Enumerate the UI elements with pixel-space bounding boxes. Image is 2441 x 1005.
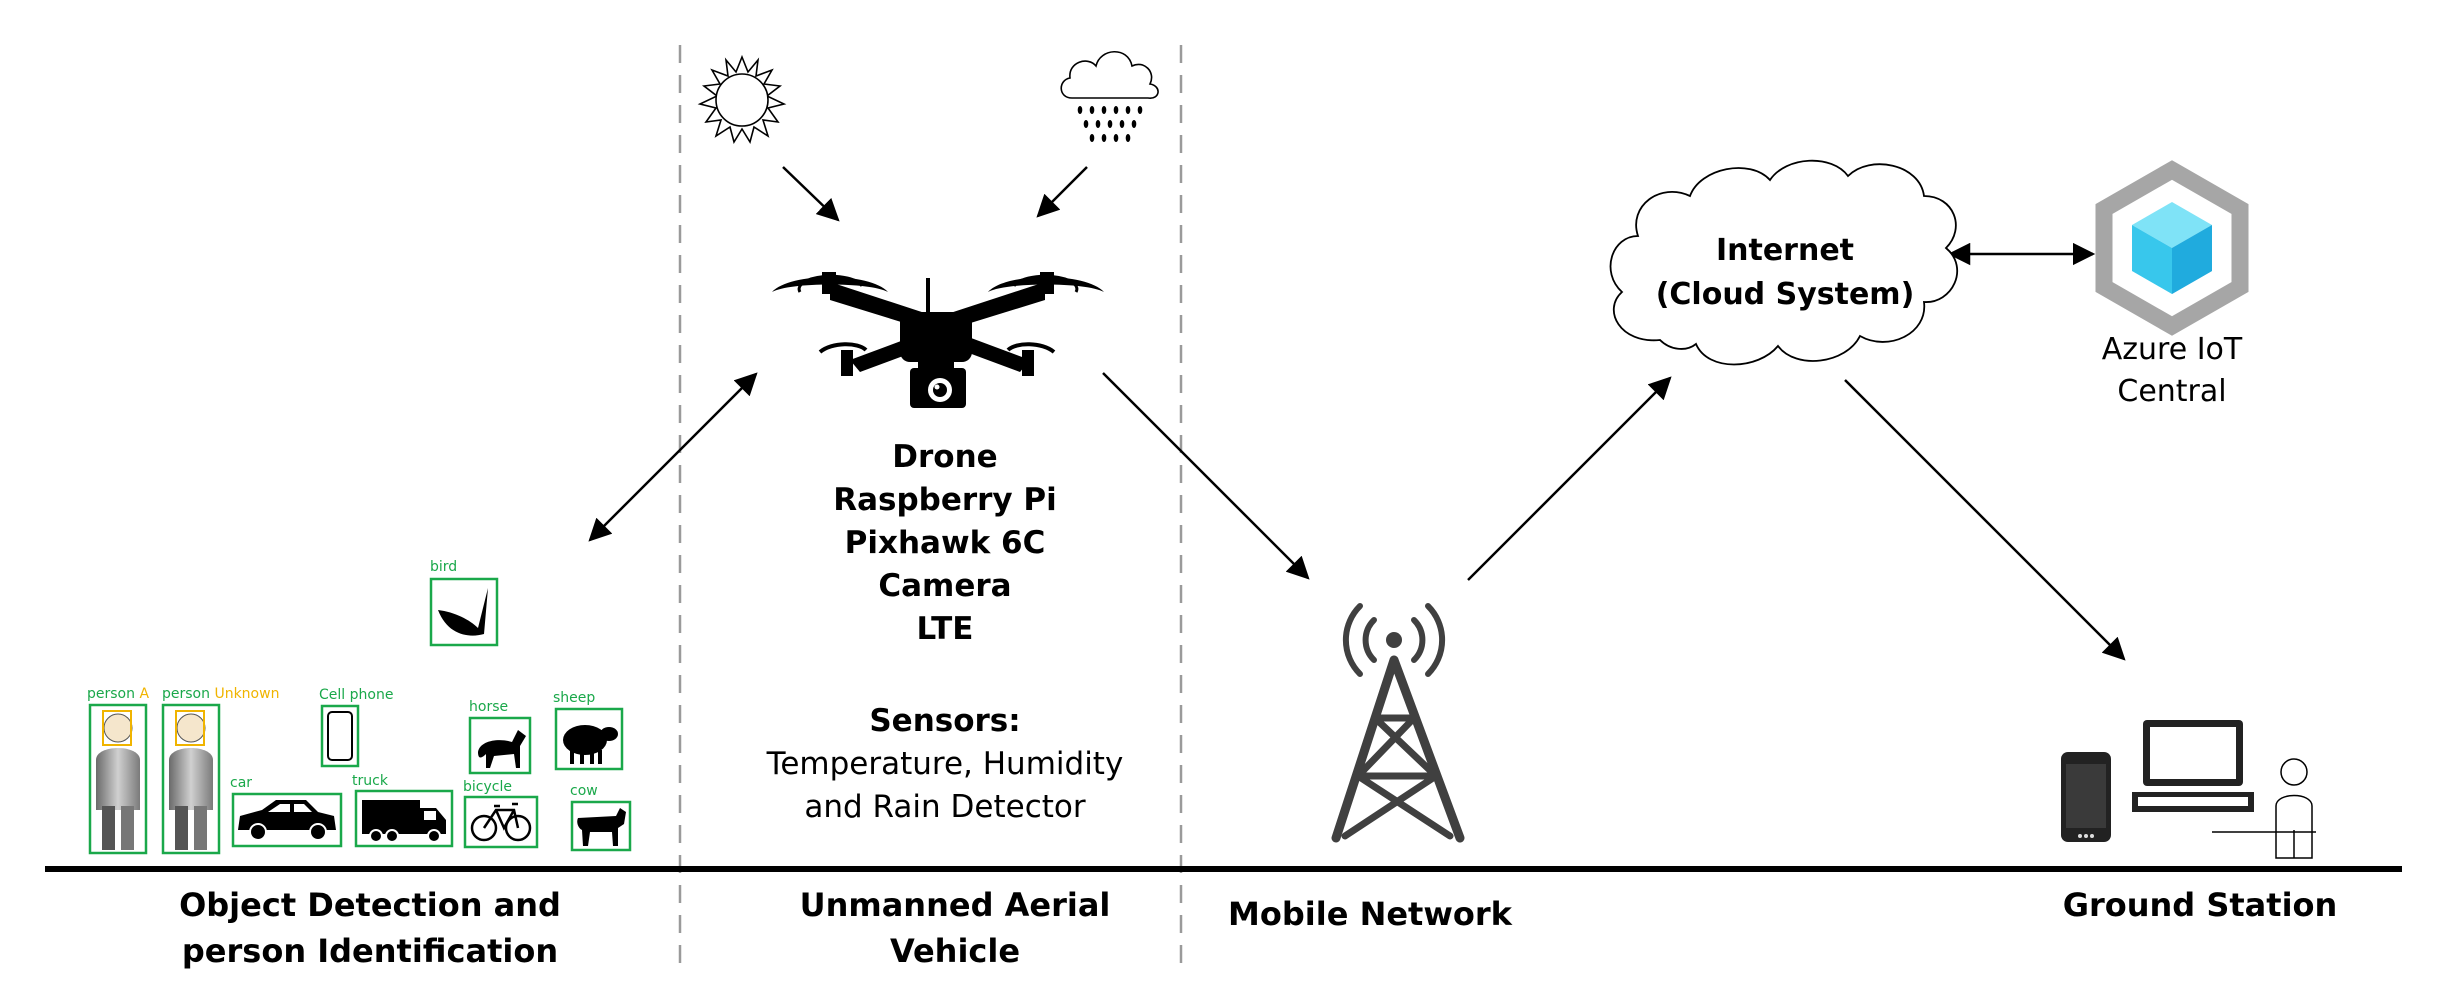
cloud-to-ground-arrow <box>1844 379 2126 661</box>
azure-label-line-1: Azure IoT <box>2101 332 2243 367</box>
sheep-icon <box>563 725 618 764</box>
section-object-detection: Object Detection and person Identificati… <box>160 882 580 974</box>
person-a-face-box <box>102 710 132 746</box>
car-box <box>231 792 343 848</box>
car-label: car <box>230 775 252 791</box>
cloud-label: Internet (Cloud System) <box>1640 229 1930 317</box>
sheep-label: sheep <box>553 690 595 706</box>
person-unknown-icon <box>169 713 213 850</box>
drone-spec-list: Drone Raspberry Pi Pixhawk 6C Camera LTE <box>730 436 1160 651</box>
bird-icon <box>438 588 488 636</box>
truck-icon <box>362 800 446 843</box>
cloud-label-line-2: (Cloud System) <box>1655 277 1915 312</box>
cow-icon <box>577 808 626 846</box>
azure-label-line-2: Central <box>2117 374 2227 409</box>
sun-icon <box>697 54 787 145</box>
azure-label: Azure IoT Central <box>2062 329 2282 413</box>
truck-box <box>354 789 454 848</box>
bicycle-box <box>463 795 539 849</box>
sun-to-drone-arrow <box>782 166 840 222</box>
person-unknown-face-box <box>175 710 205 746</box>
drone-spec-pixhawk: Pixhawk 6C <box>844 525 1046 561</box>
bicycle-icon <box>470 802 532 842</box>
section-uav-line-1: Unmanned Aerial <box>799 886 1111 924</box>
bird-box <box>429 577 499 647</box>
person-a-label: person A <box>87 686 149 702</box>
bird-label: bird <box>430 559 457 575</box>
section-object-detection-line-2: person Identification <box>181 932 559 970</box>
drone-detection-arrow <box>588 372 758 542</box>
sensors-line-2: and Rain Detector <box>804 789 1086 825</box>
ground-station-devices <box>2061 720 2316 859</box>
internet-cloud-shape <box>1609 159 1959 366</box>
person-unknown-label: person Unknown <box>162 686 279 702</box>
truck-label: truck <box>352 773 389 789</box>
drone-to-tower-arrow <box>1102 372 1310 580</box>
azure-iot-central-icon <box>2095 160 2249 336</box>
cell-phone-label: Cell phone <box>319 687 393 703</box>
drone-spec-drone: Drone <box>892 439 998 475</box>
sheep-box <box>554 707 624 771</box>
person-unknown-box <box>161 703 221 855</box>
sensors-block: Sensors: Temperature, Humidity and Rain … <box>730 700 1160 829</box>
cow-box <box>570 800 632 852</box>
tower-to-cloud-arrow <box>1467 376 1672 581</box>
cell-phone-box <box>320 704 360 768</box>
section-mobile-network: Mobile Network <box>1228 895 1512 933</box>
section-ground-station: Ground Station <box>2062 886 2338 924</box>
horse-box <box>468 716 532 775</box>
rain-to-drone-arrow <box>1036 166 1088 218</box>
section-object-detection-line-1: Object Detection and <box>179 886 561 924</box>
cow-label: cow <box>570 783 598 799</box>
drone-spec-lte: LTE <box>916 611 974 647</box>
cell-tower-icon <box>1331 603 1465 843</box>
sensors-heading: Sensors: <box>869 703 1021 739</box>
object-detection-scene: bird person A person Unknown Cell phone … <box>87 559 632 855</box>
section-uav: Unmanned Aerial Vehicle <box>780 882 1130 974</box>
cell-phone-icon <box>327 711 353 761</box>
section-uav-line-2: Vehicle <box>889 932 1021 970</box>
horse-icon <box>478 730 526 768</box>
car-icon <box>238 800 336 841</box>
rain-cloud-icon <box>1060 51 1159 142</box>
bicycle-label: bicycle <box>463 779 512 795</box>
sensors-line-1: Temperature, Humidity <box>766 746 1124 782</box>
horse-label: horse <box>469 699 508 715</box>
drone-spec-raspberry-pi: Raspberry Pi <box>833 482 1057 518</box>
person-a-box <box>88 703 148 855</box>
cloud-label-line-1: Internet <box>1715 233 1855 268</box>
drone-spec-camera: Camera <box>878 568 1012 604</box>
drone-icon <box>772 272 1104 408</box>
person-a-icon <box>96 713 140 850</box>
